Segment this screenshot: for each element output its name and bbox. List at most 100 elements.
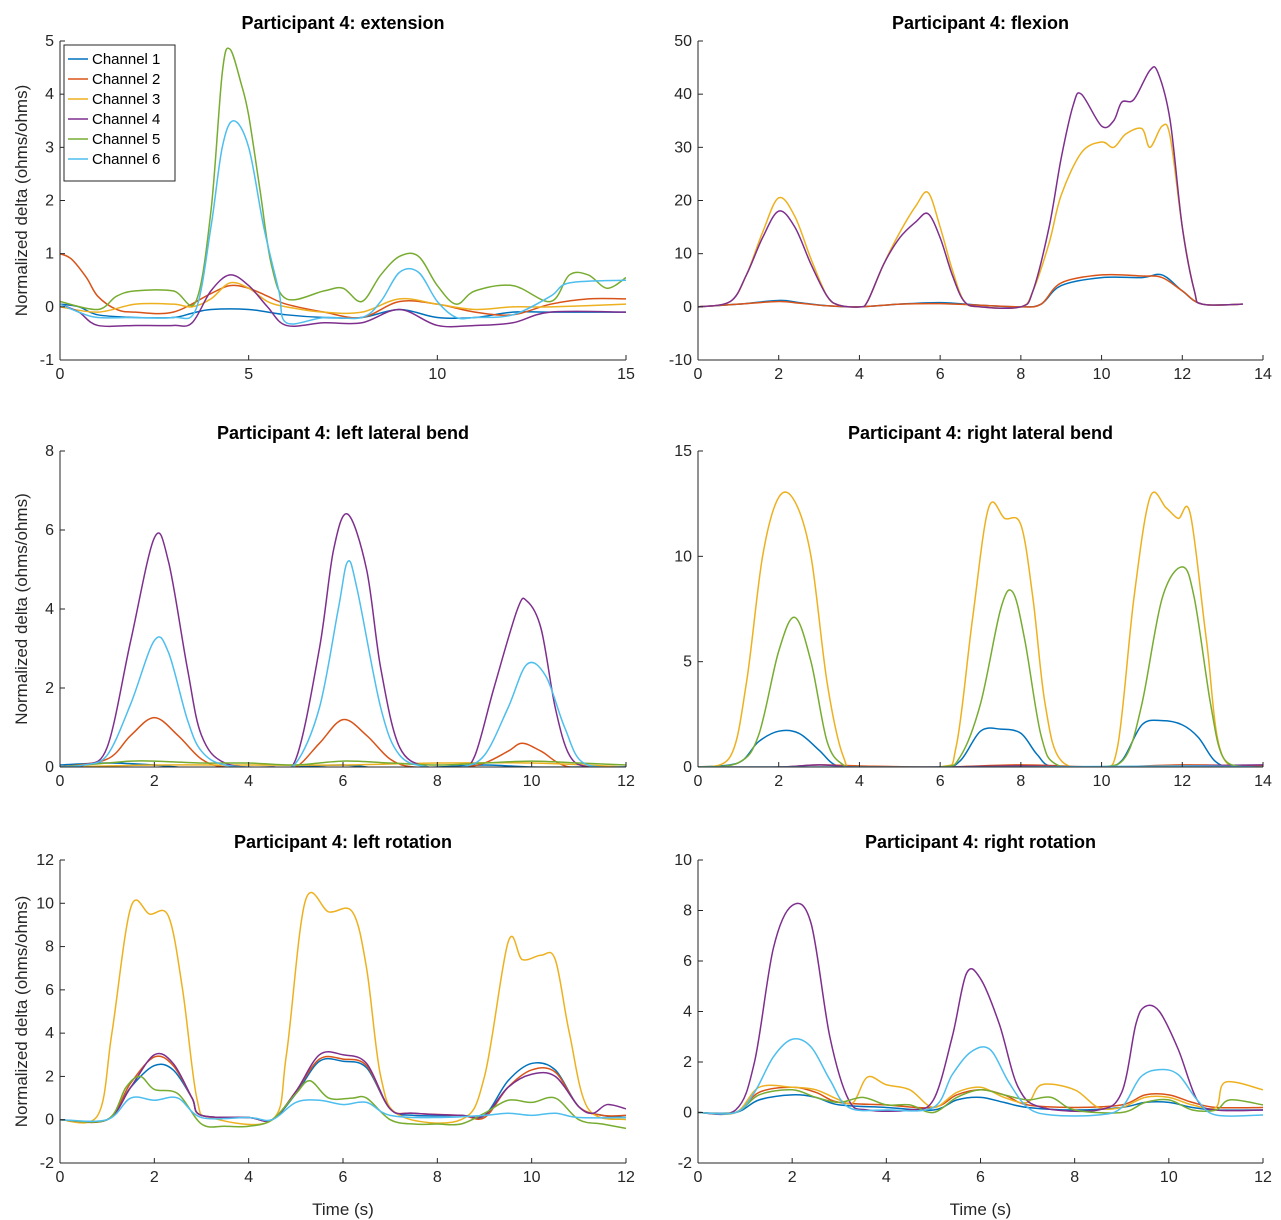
y-tick-label: 3	[45, 139, 54, 156]
x-tick-label: 10	[1160, 1169, 1178, 1186]
series-line-ch5	[60, 1075, 626, 1130]
x-tick-label: 6	[936, 773, 945, 790]
x-tick-label: 0	[56, 1169, 65, 1186]
x-tick-label: 2	[150, 773, 159, 790]
y-tick-label: 40	[674, 86, 692, 103]
y-tick-label: 1	[45, 246, 54, 263]
x-tick-label: 5	[244, 366, 253, 383]
series-line-ch4	[60, 513, 626, 767]
y-axis-label: Normalized delta (ohms/ohms)	[12, 493, 31, 724]
series-line-ch4	[60, 274, 626, 328]
x-tick-label: 14	[1254, 773, 1272, 790]
y-tick-label: 20	[674, 193, 692, 210]
series-line-ch1	[698, 1093, 1263, 1115]
series-line-ch5	[698, 566, 1263, 767]
x-tick-label: 0	[56, 366, 65, 383]
series-line-ch6	[60, 560, 626, 767]
x-tick-label: 4	[882, 1169, 891, 1186]
series-line-ch5	[60, 47, 626, 311]
series-group	[60, 47, 626, 328]
subplot-title: Participant 4: left lateral bend	[217, 423, 469, 443]
y-tick-label: 2	[45, 193, 54, 210]
subplot-4: 0 2 4 6 8 10 12 14 0 5 10 15 Participant 4: right la…	[674, 423, 1272, 790]
y-tick-label: 10	[674, 852, 692, 869]
series-line-ch6	[698, 765, 1263, 767]
subplot-title: Participant 4: extension	[241, 13, 444, 33]
legend-entry: Channel 3	[92, 91, 160, 108]
y-tick-label: 10	[674, 548, 692, 565]
series-line-ch2	[60, 252, 626, 319]
x-tick-label: 10	[428, 366, 446, 383]
series-line-ch2	[60, 1055, 626, 1124]
y-tick-label: 0	[683, 299, 692, 316]
legend-entry: Channel 5	[92, 131, 160, 148]
series-group	[60, 891, 626, 1130]
x-axis-label: Time (s)	[312, 1200, 374, 1219]
series-group	[698, 902, 1263, 1117]
y-tick-label: 10	[36, 895, 54, 912]
x-tick-label: 12	[1173, 366, 1191, 383]
y-tick-label: 8	[45, 443, 54, 460]
y-tick-label: 6	[683, 953, 692, 970]
x-tick-label: 12	[617, 773, 635, 790]
legend: Channel 1 Channel 2 Channel 3 Channel 4 Chan…	[63, 44, 176, 182]
y-tick-label: 30	[674, 139, 692, 156]
y-tick-label: 50	[674, 33, 692, 50]
x-tick-label: 8	[1070, 1169, 1079, 1186]
series-line-ch3	[60, 891, 626, 1126]
x-tick-label: 0	[694, 1169, 703, 1186]
x-tick-label: 6	[339, 1169, 348, 1186]
x-tick-label: 0	[56, 773, 65, 790]
x-tick-label: 4	[244, 773, 253, 790]
x-tick-label: 10	[523, 1169, 541, 1186]
x-tick-label: 4	[855, 366, 864, 383]
series-line-ch3	[698, 491, 1263, 767]
legend-entry: Channel 1	[92, 51, 160, 68]
series-line-ch5	[60, 760, 626, 767]
subplot-3: 0 2 4 6 8 10 12 0 2 4 6 8 Participant 4: left latera…	[12, 423, 635, 790]
y-tick-label: 6	[45, 522, 54, 539]
y-tick-label: 8	[45, 939, 54, 956]
x-tick-label: 4	[855, 773, 864, 790]
y-tick-label: 6	[45, 982, 54, 999]
subplot-title: Participant 4: left rotation	[234, 832, 452, 852]
plot-area	[60, 451, 626, 767]
x-tick-label: 8	[1016, 366, 1025, 383]
x-axis-label: Time (s)	[950, 1200, 1012, 1219]
series-line-ch3	[698, 1075, 1263, 1116]
y-tick-label: 5	[683, 654, 692, 671]
x-tick-label: 14	[1254, 366, 1272, 383]
subplot-title: Participant 4: flexion	[892, 13, 1069, 33]
series-line-ch2	[60, 716, 626, 767]
series-line-ch6	[60, 120, 626, 325]
x-tick-label: 8	[433, 1169, 442, 1186]
y-axis-label: Normalized delta (ohms/ohms)	[12, 896, 31, 1127]
y-axis-label: Normalized delta (ohms/ohms)	[12, 85, 31, 316]
plot-area	[698, 451, 1263, 767]
y-tick-label: -2	[678, 1155, 692, 1172]
x-tick-label: 6	[936, 366, 945, 383]
series-line-ch1	[698, 719, 1263, 767]
y-tick-label: 2	[45, 1068, 54, 1085]
x-tick-label: 15	[617, 366, 635, 383]
legend-entry: Channel 2	[92, 71, 160, 88]
series-line-ch1	[60, 1057, 626, 1123]
x-tick-label: 6	[976, 1169, 985, 1186]
series-line-ch4	[698, 902, 1263, 1116]
y-tick-label: 4	[45, 1025, 54, 1042]
x-tick-label: 4	[244, 1169, 253, 1186]
x-tick-label: 8	[1016, 773, 1025, 790]
x-tick-label: 12	[617, 1169, 635, 1186]
x-tick-label: 12	[1254, 1169, 1272, 1186]
y-tick-label: 12	[36, 852, 54, 869]
y-tick-label: 0	[683, 759, 692, 776]
y-tick-label: 0	[45, 1112, 54, 1129]
series-line-ch6	[698, 1038, 1263, 1117]
y-tick-label: -1	[40, 352, 54, 369]
x-tick-label: 6	[339, 773, 348, 790]
x-tick-label: 2	[788, 1169, 797, 1186]
y-tick-label: 4	[45, 86, 54, 103]
